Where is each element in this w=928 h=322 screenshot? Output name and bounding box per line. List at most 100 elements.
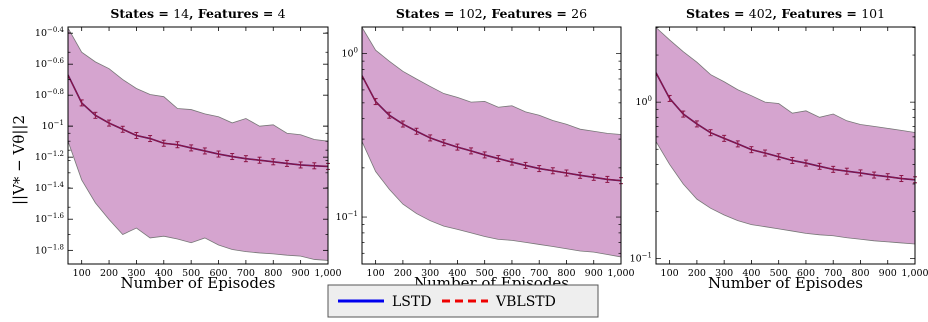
x-tick-label: 900 <box>585 268 603 279</box>
y-tick-label: 10−0.6 <box>35 57 65 70</box>
panel-title-part: 102 <box>459 6 483 21</box>
plot-frame <box>655 26 916 265</box>
x-tick-label: 600 <box>503 268 521 279</box>
y-axis-label: ||V* − Vθ||2 <box>10 115 28 205</box>
x-tick-label: 1,000 <box>901 268 928 279</box>
y-tick-label-base: 10 <box>336 212 348 223</box>
y-tick-label-exp: 0 <box>354 47 358 55</box>
y-tick-label: 100 <box>635 95 652 108</box>
y-tick-label-base: 10 <box>42 121 54 132</box>
x-tick-label: 300 <box>127 268 145 279</box>
y-tick-label: 10−1 <box>336 210 358 223</box>
x-tick-label: 800 <box>557 268 575 279</box>
x-tick-label: 900 <box>879 268 897 279</box>
y-tick-label: 10−1.6 <box>35 212 65 225</box>
confidence-band <box>656 27 915 245</box>
x-axis-label: Number of Episodes <box>708 274 863 292</box>
y-tick-label-base: 10 <box>35 183 47 194</box>
y-tick-label-base: 10 <box>35 214 47 225</box>
y-tick-label-exp: −1.8 <box>47 243 64 251</box>
y-tick-label: 10−1 <box>630 252 652 265</box>
x-axis-label: Number of Episodes <box>120 274 275 292</box>
y-tick-label-exp: −1 <box>348 210 358 218</box>
x-tick-label: 600 <box>209 268 227 279</box>
x-tick-label: 1,000 <box>314 268 341 279</box>
panel-title: States = 14, Features = 4 <box>110 6 285 21</box>
x-tick-label: 600 <box>797 268 815 279</box>
y-tick-label: 10−0.8 <box>35 88 64 101</box>
x-tick-label: 700 <box>824 268 842 279</box>
x-tick-label: 400 <box>155 268 173 279</box>
x-tick-label: 100 <box>73 268 91 279</box>
y-tick-label-base: 10 <box>35 90 47 101</box>
x-tick-label: 500 <box>182 268 200 279</box>
y-tick-label-exp: 0 <box>648 95 652 103</box>
x-tick-label: 900 <box>292 268 310 279</box>
y-tick-label: 10−1 <box>42 119 64 132</box>
y-tick-label-base: 10 <box>35 245 47 256</box>
legend-label-vblstd: VBLSTD <box>495 294 556 310</box>
y-tick-label-base: 10 <box>35 28 47 39</box>
y-tick-label-base: 10 <box>630 254 642 265</box>
y-tick-label-base: 10 <box>35 59 47 70</box>
x-tick-label: 100 <box>367 268 385 279</box>
y-tick-label: 10−1.8 <box>35 243 64 256</box>
y-tick-label-exp: −0.8 <box>47 88 64 96</box>
y-tick-label-base: 10 <box>35 152 47 163</box>
x-tick-label: 700 <box>237 268 255 279</box>
y-tick-label: 100 <box>341 47 358 60</box>
y-tick-label-exp: −1.6 <box>47 212 65 220</box>
panel-title-part: 4 <box>278 6 286 21</box>
panel-title-part: 101 <box>861 6 885 21</box>
x-tick-label: 300 <box>715 268 733 279</box>
confidence-band <box>362 27 621 258</box>
x-tick-label: 200 <box>394 268 412 279</box>
y-tick-label: 10−0.4 <box>35 26 65 39</box>
x-tick-label: 1,000 <box>607 268 634 279</box>
y-tick-label: 10−1.2 <box>35 150 64 163</box>
chart-panel-3: 100 200 300 400 500 600 700 800 900 1,00010010−1S… <box>630 6 928 292</box>
x-tick-label: 800 <box>264 268 282 279</box>
chart-panels: 100 200 300 400 500 600 700 800 900 1,00010−0.410… <box>35 6 928 292</box>
panel-title-part: , Features = <box>483 6 572 21</box>
x-tick-label: 200 <box>100 268 118 279</box>
y-tick-label-exp: −1 <box>642 252 652 260</box>
series-line-vblstd <box>362 75 621 182</box>
y-tick-label-exp: −1.4 <box>47 181 65 189</box>
panel-title: States = 102, Features = 26 <box>396 6 587 21</box>
panel-title-part: 14 <box>173 6 189 21</box>
chart-panel-1: 100 200 300 400 500 600 700 800 900 1,00010−0.410… <box>35 6 342 292</box>
series-line-vblstd <box>656 72 915 181</box>
panel-title: States = 402, Features = 101 <box>686 6 885 21</box>
x-tick-label: 400 <box>742 268 760 279</box>
x-tick-label: 500 <box>770 268 788 279</box>
x-tick-label: 200 <box>688 268 706 279</box>
panel-title-part: , Features = <box>189 6 278 21</box>
x-tick-label: 400 <box>448 268 466 279</box>
panel-title-part: States = <box>396 6 459 21</box>
y-tick-label-exp: −0.4 <box>47 26 65 34</box>
x-tick-label: 800 <box>851 268 869 279</box>
y-tick-label-exp: −1 <box>54 119 64 127</box>
plot-frame <box>67 26 329 265</box>
x-tick-label: 100 <box>661 268 679 279</box>
series-line-vblstd <box>68 74 328 168</box>
legend-label-lstd: LSTD <box>392 294 431 310</box>
panel-title-part: States = <box>686 6 749 21</box>
panel-title-part: 26 <box>571 6 587 21</box>
y-tick-label-exp: −0.6 <box>47 57 65 65</box>
y-tick-label-exp: −1.2 <box>47 150 64 158</box>
panel-title-part: States = <box>110 6 173 21</box>
y-tick-label-base: 10 <box>341 49 353 60</box>
y-tick-label-base: 10 <box>635 97 647 108</box>
y-tick-label: 10−1.4 <box>35 181 65 194</box>
panel-title-part: 402 <box>749 6 773 21</box>
confidence-band <box>68 27 328 261</box>
panel-title-part: , Features = <box>773 6 862 21</box>
legend: LSTD VBLSTD <box>327 284 599 318</box>
plot-frame <box>361 26 622 265</box>
chart-panel-2: 100 200 300 400 500 600 700 800 900 1,00010010−1S… <box>336 6 635 292</box>
x-tick-label: 500 <box>476 268 494 279</box>
x-tick-label: 700 <box>530 268 548 279</box>
